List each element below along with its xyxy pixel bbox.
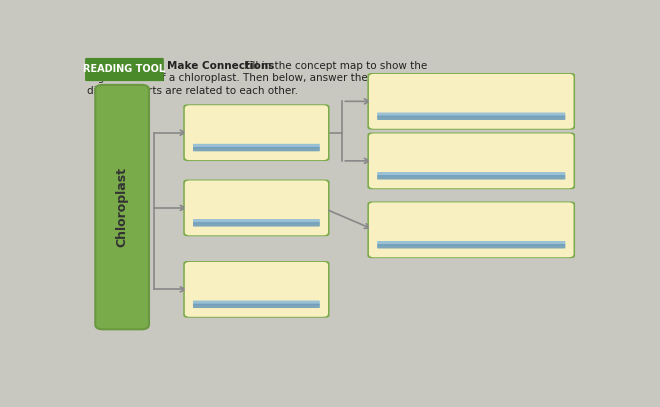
FancyBboxPatch shape: [193, 304, 320, 308]
FancyBboxPatch shape: [186, 263, 327, 316]
FancyBboxPatch shape: [370, 203, 572, 257]
FancyBboxPatch shape: [193, 300, 320, 305]
FancyBboxPatch shape: [186, 181, 327, 235]
FancyBboxPatch shape: [377, 175, 566, 179]
FancyBboxPatch shape: [368, 133, 575, 189]
FancyBboxPatch shape: [193, 222, 320, 227]
Text: organization of a chloroplast. Then below, answer the questions to describe how : organization of a chloroplast. Then belo…: [86, 73, 528, 83]
FancyBboxPatch shape: [193, 147, 320, 151]
FancyBboxPatch shape: [183, 261, 329, 318]
FancyBboxPatch shape: [370, 74, 572, 128]
FancyBboxPatch shape: [377, 244, 566, 248]
FancyBboxPatch shape: [185, 262, 328, 317]
Text: READING TOOL: READING TOOL: [83, 63, 166, 74]
FancyBboxPatch shape: [193, 144, 320, 148]
FancyBboxPatch shape: [95, 85, 149, 329]
FancyBboxPatch shape: [369, 133, 574, 188]
FancyBboxPatch shape: [183, 104, 329, 161]
Text: Make Connections: Make Connections: [167, 61, 275, 71]
FancyBboxPatch shape: [377, 112, 566, 117]
Text: Fill in the concept map to show the: Fill in the concept map to show the: [241, 61, 427, 71]
FancyBboxPatch shape: [368, 201, 575, 258]
FancyBboxPatch shape: [370, 134, 572, 188]
Text: Chloroplast: Chloroplast: [115, 167, 129, 247]
FancyBboxPatch shape: [377, 241, 566, 245]
FancyBboxPatch shape: [377, 116, 566, 120]
FancyBboxPatch shape: [377, 172, 566, 176]
FancyBboxPatch shape: [186, 106, 327, 160]
FancyBboxPatch shape: [183, 179, 329, 236]
Text: different parts are related to each other.: different parts are related to each othe…: [86, 86, 298, 96]
FancyBboxPatch shape: [368, 73, 575, 130]
FancyBboxPatch shape: [369, 202, 574, 257]
FancyBboxPatch shape: [85, 58, 164, 81]
FancyBboxPatch shape: [185, 105, 328, 160]
FancyBboxPatch shape: [193, 219, 320, 223]
FancyBboxPatch shape: [185, 180, 328, 235]
FancyBboxPatch shape: [369, 74, 574, 129]
